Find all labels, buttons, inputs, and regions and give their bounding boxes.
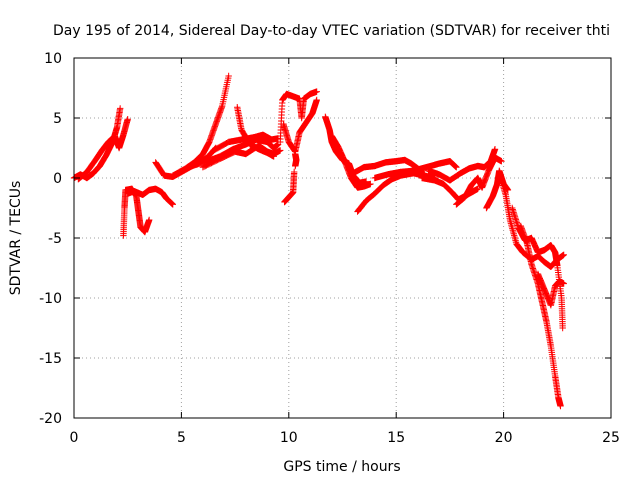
series-segment: [371, 158, 460, 182]
x-tick-label: 20: [495, 430, 513, 446]
x-tick-label: 5: [177, 430, 186, 446]
x-axis-tick-labels: 0 5 10 15 20 25: [70, 430, 620, 446]
data-point-markers: [124, 185, 177, 208]
data-point-markers: [371, 158, 460, 182]
y-tick-label: -10: [39, 291, 62, 307]
data-point-markers: [277, 88, 320, 146]
chart-title: Day 195 of 2014, Sidereal Day-to-day VTE…: [53, 23, 610, 39]
data-point-markers: [453, 154, 505, 208]
y-tick-label: 5: [53, 111, 62, 127]
chart-grid: [74, 58, 611, 418]
y-tick-label: -5: [48, 231, 62, 247]
data-point-markers: [517, 222, 564, 410]
x-tick-label: 10: [280, 430, 298, 446]
y-axis-label: SDTVAR / TECUs: [8, 181, 24, 296]
series-segment: [534, 270, 567, 309]
axis-ticks: [73, 57, 612, 419]
series-segment: [75, 116, 131, 183]
data-point-markers: [169, 72, 232, 179]
x-tick-label: 0: [70, 430, 79, 446]
data-point-markers: [508, 204, 566, 332]
plot-area: [70, 72, 567, 410]
series-segment: [169, 72, 232, 179]
series-segment: [277, 88, 320, 146]
y-tick-label: 0: [53, 171, 62, 187]
series-segment: [453, 154, 505, 208]
x-axis-label: GPS time / hours: [283, 459, 400, 475]
data-point-markers: [75, 116, 131, 183]
series-segment: [124, 185, 177, 208]
series-segment: [517, 222, 564, 410]
y-tick-label: -15: [39, 351, 62, 367]
series-segment: [210, 131, 282, 154]
series-segment: [234, 104, 277, 160]
series-segment: [281, 168, 298, 206]
data-point-markers: [210, 131, 282, 154]
data-point-markers: [234, 104, 277, 160]
y-axis-tick-labels: -20 -15 -10 -5 0 5 10: [39, 51, 62, 427]
data-point-markers: [292, 150, 300, 170]
data-point-markers: [281, 168, 298, 206]
series-segment: [508, 204, 566, 332]
data-point-markers: [328, 132, 374, 191]
data-point-markers: [534, 270, 567, 309]
series-segment: [292, 150, 300, 170]
x-tick-label: 25: [602, 430, 620, 446]
data-point-markers: [322, 113, 370, 186]
series-segment: [328, 132, 374, 191]
y-tick-label: 10: [44, 51, 62, 67]
y-tick-label: -20: [39, 411, 62, 427]
x-tick-label: 15: [387, 430, 405, 446]
series-segment: [322, 113, 370, 186]
